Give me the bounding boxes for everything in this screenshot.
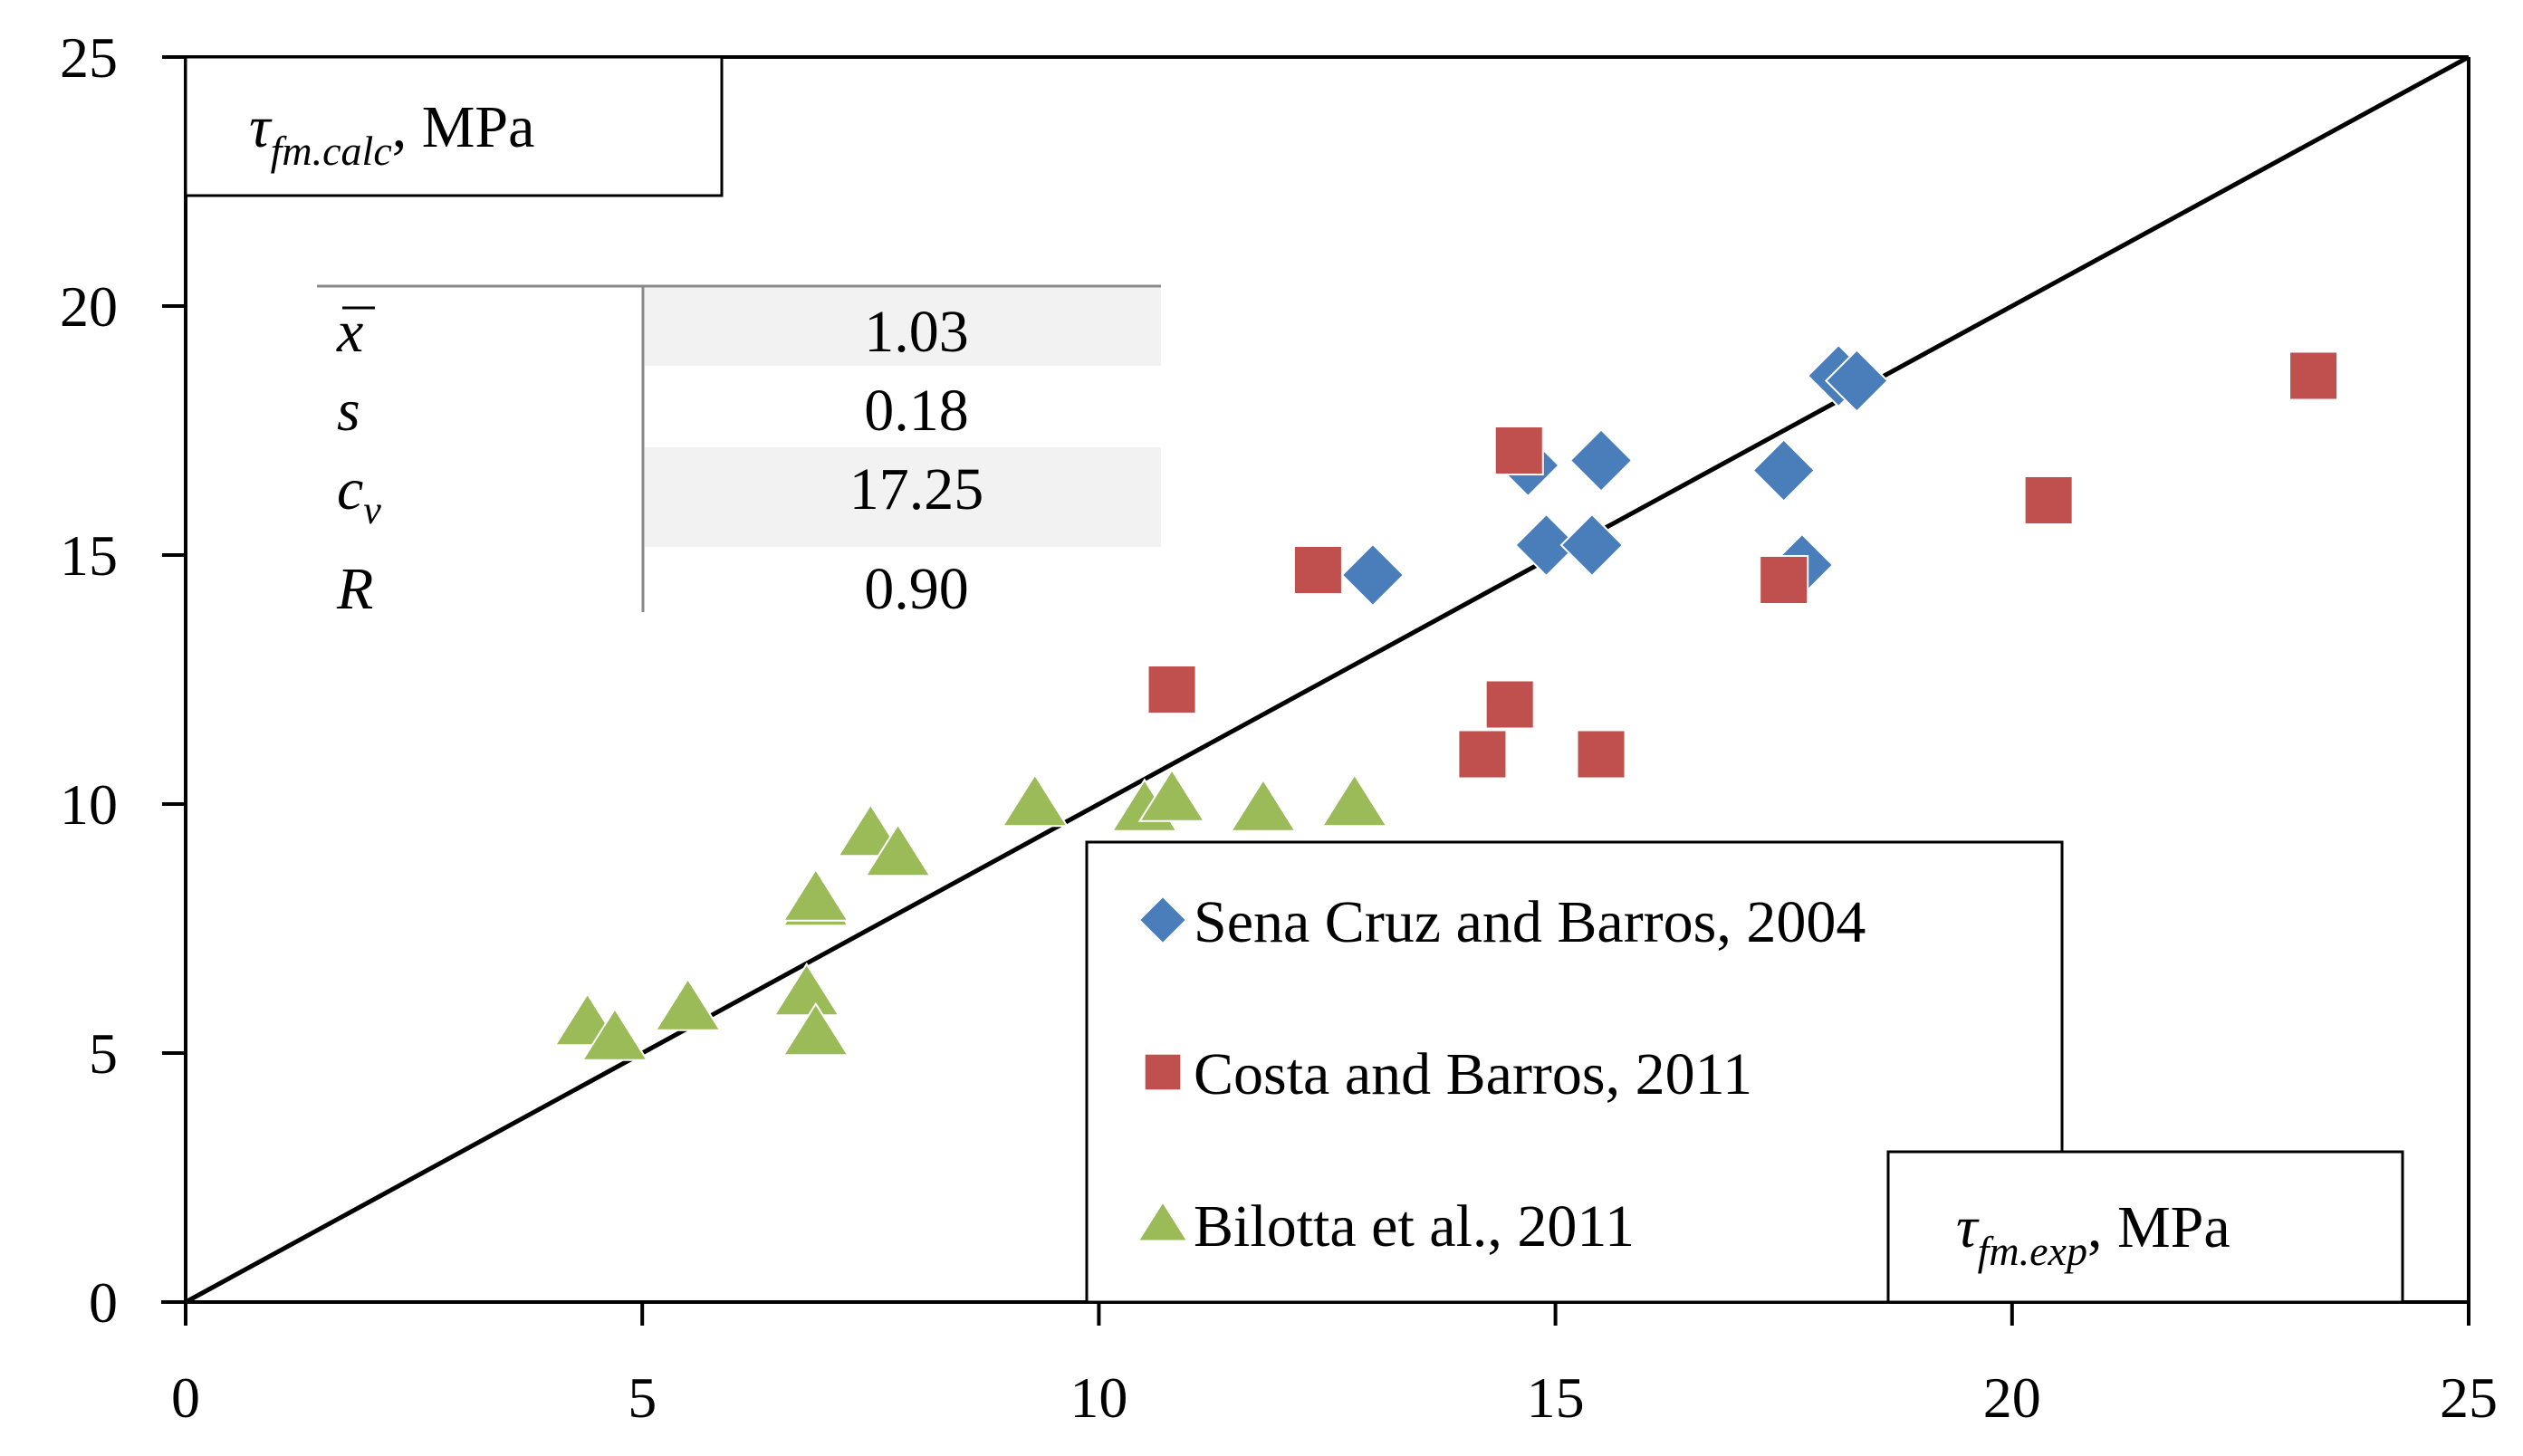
stats-row-shade [645,288,1161,366]
diamond-data-point [1751,438,1817,503]
stats-label: cv [337,456,381,532]
triangle-legend-icon [1137,1200,1189,1242]
triangle-data-point [654,977,722,1031]
stats-value: 1.03 [864,299,969,365]
stats-value: 17.25 [849,456,984,522]
diamond-data-point [1340,542,1405,608]
triangle-data-point [1137,768,1206,822]
triangle-data-point [772,962,841,1017]
triangle-data-point [1229,778,1298,832]
square-data-point [1292,544,1343,596]
stats-table: x 1.03 s 0.18 cv 17.25 R 0.90 [317,284,1161,622]
stats-label: s [337,378,360,444]
x-tick-label: 10 [1070,1365,1127,1430]
stats-row-shade [645,447,1161,547]
stats-label: x [336,299,363,365]
x-axis-label: τfm.exp, MPa [1956,1194,2230,1274]
x-tick-label: 15 [1527,1365,1585,1430]
legend-label: Bilotta et al., 2011 [1194,1193,1635,1260]
stats-label: R [336,556,373,622]
diamond-legend-icon [1137,895,1188,945]
diamond-data-point [1559,512,1625,578]
square-data-point [2288,350,2339,401]
legend-label: Sena Cruz and Barros, 2004 [1194,889,1866,955]
triangle-data-point [1001,772,1070,828]
y-ticks: 0 5 10 15 20 25 [60,25,186,1335]
y-tick-label: 0 [89,1270,118,1335]
x-axis-label-box: τfm.exp, MPa [1886,1150,2404,1304]
data-markers [553,343,2339,1061]
triangle-data-point [1320,772,1389,828]
diamond-data-point [1514,512,1578,578]
reference-line [184,54,2470,1305]
square-data-point [1576,729,1626,780]
square-legend-icon [1143,1052,1183,1092]
y-axis-label-box: τfm.calc, MPa [184,55,724,197]
x-ticks: 0 5 10 15 20 25 [171,1302,2498,1430]
square-data-point [1759,554,1809,606]
stats-value: 0.18 [864,378,969,444]
y-tick-label: 10 [60,772,118,837]
triangle-data-point [782,1001,850,1057]
triangle-data-point [580,1007,649,1061]
y-tick-label: 25 [60,25,118,90]
x-tick-label: 5 [628,1365,657,1430]
legend-label: Costa and Barros, 2011 [1194,1041,1752,1107]
y-axis-label: τfm.calc, MPa [249,94,534,174]
x-tick-label: 0 [171,1365,200,1430]
square-data-point [1493,425,1544,476]
square-data-point [1457,729,1508,780]
x-tick-label: 25 [2440,1365,2498,1430]
square-data-point [1146,664,1197,715]
triangle-data-point [782,867,850,922]
y-tick-label: 5 [89,1021,118,1086]
stats-value: 0.90 [864,556,969,622]
square-data-point [2023,474,2074,526]
triangle-data-point [864,822,932,877]
y-tick-label: 15 [60,523,118,588]
diamond-data-point [1568,428,1634,493]
y-tick-label: 20 [60,274,118,339]
diamond-data-point [1824,349,1889,413]
x-tick-label: 20 [1983,1365,2041,1430]
square-data-point [1484,679,1535,730]
